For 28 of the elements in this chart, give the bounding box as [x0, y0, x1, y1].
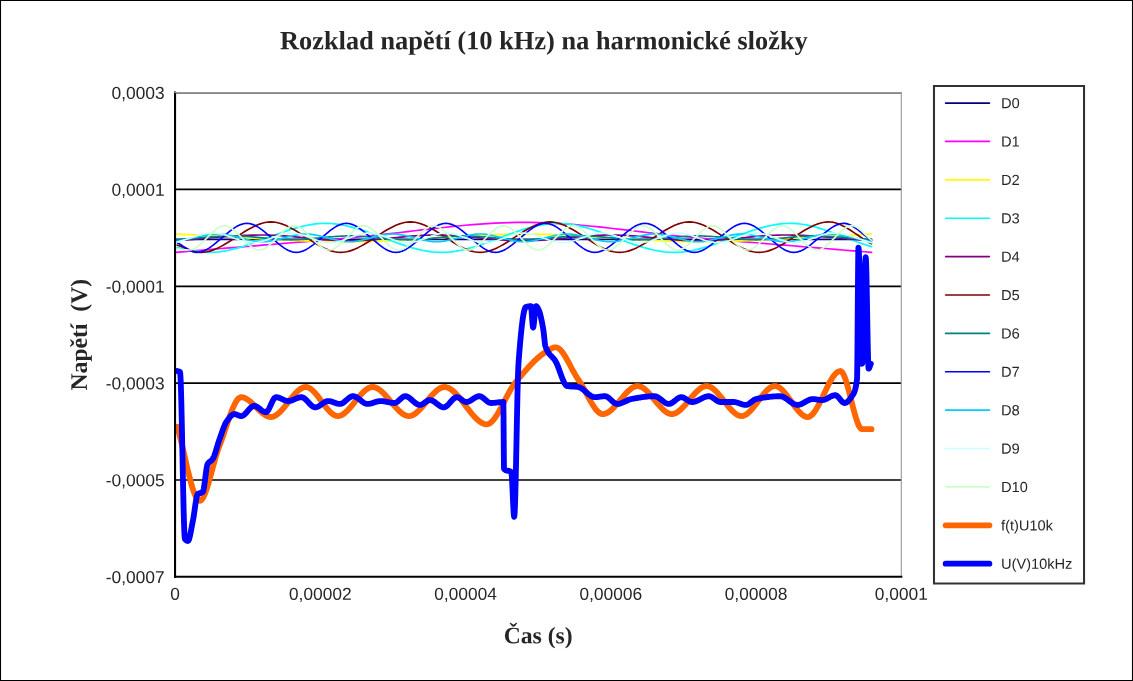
x-tick-label: 0,00002 — [289, 587, 351, 603]
x-tick-label: 0,00008 — [725, 587, 787, 603]
legend-label: D10 — [1002, 481, 1028, 493]
y-tick-label: -0,0005 — [106, 474, 164, 489]
legend-label: D3 — [1002, 213, 1020, 224]
legend-label: f(t)U10k — [1001, 519, 1053, 534]
y-tick-label: -0,0003 — [106, 377, 164, 392]
legend-label: D9 — [1002, 443, 1020, 454]
legend-label: D0 — [1002, 97, 1020, 109]
y-axis-title: Napětí (V) — [70, 280, 92, 390]
x-tick-label: 0,00006 — [580, 587, 642, 603]
x-tick-label: 0,0001 — [875, 587, 928, 603]
legend-label: D7 — [1002, 366, 1019, 377]
legend-label: D1 — [1002, 136, 1019, 147]
y-tick-label: -0,0007 — [106, 570, 164, 586]
y-tick-label: 0,0003 — [112, 86, 164, 102]
x-tick-label: 0 — [170, 587, 180, 600]
y-tick-label: -0,0001 — [106, 280, 164, 295]
legend-label: D4 — [1002, 251, 1020, 262]
legend-label: D8 — [1002, 405, 1020, 416]
chart-title: Rozklad napětí (10 kHz) na harmonické složky — [280, 30, 808, 55]
legend-label: D5 — [1002, 290, 1020, 301]
y-tick-label: 0,0001 — [112, 183, 164, 198]
legend-label: D2 — [1002, 174, 1019, 185]
x-axis-title: Čas (s) — [504, 622, 572, 649]
legend-label: U(V)10kHz — [1002, 558, 1072, 572]
legend-label: D6 — [1002, 328, 1020, 339]
x-tick-label: 0,00004 — [434, 587, 497, 603]
